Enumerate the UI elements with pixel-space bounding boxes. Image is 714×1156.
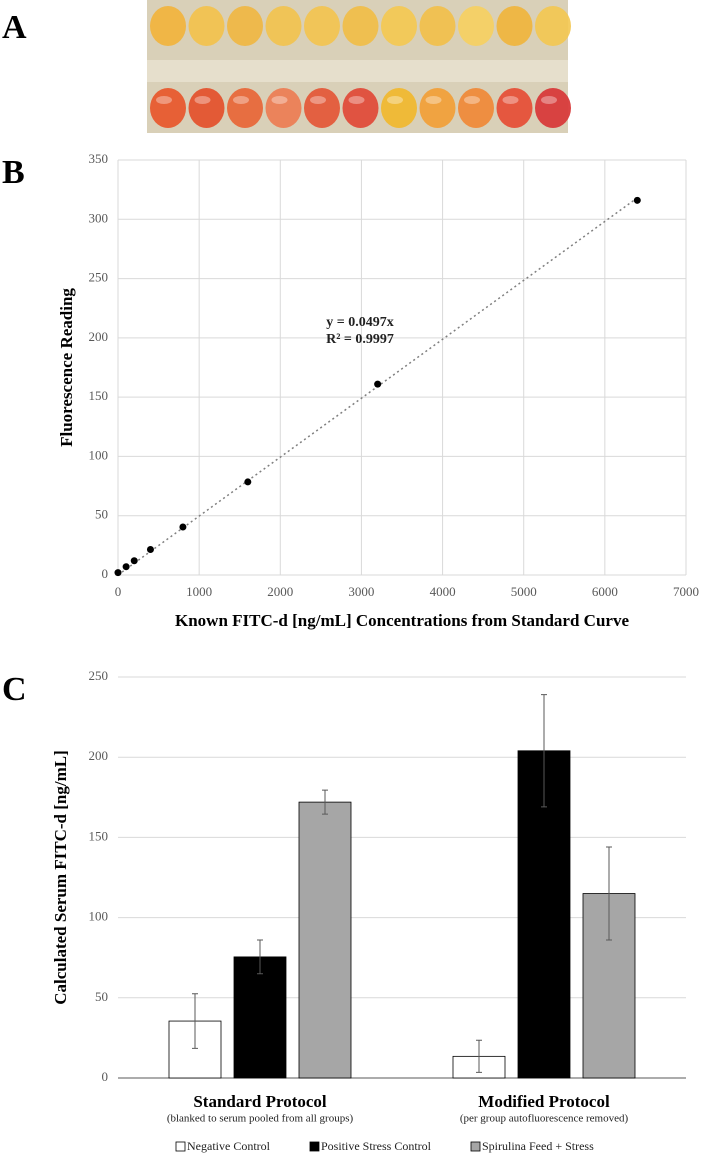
legend-label: Spirulina Feed + Stress bbox=[482, 1139, 594, 1153]
tube-bottom bbox=[227, 88, 263, 128]
point bbox=[130, 557, 138, 565]
y-tick-label: 50 bbox=[95, 989, 108, 1004]
point bbox=[179, 523, 187, 531]
tray-ridge bbox=[147, 60, 568, 82]
tube-bottom bbox=[304, 88, 340, 128]
y-tick-label: 100 bbox=[89, 447, 109, 462]
tube-glint bbox=[194, 96, 211, 104]
photo bbox=[147, 0, 571, 133]
error-bar bbox=[476, 1039, 482, 1073]
point bbox=[633, 196, 641, 204]
tube-glint bbox=[310, 96, 326, 104]
x-tick-label: 3000 bbox=[348, 584, 374, 599]
y-tick-label: 150 bbox=[89, 828, 109, 843]
tube-glint bbox=[348, 96, 365, 104]
y-tick-label: 350 bbox=[89, 151, 109, 166]
tube-bottom bbox=[265, 88, 302, 128]
y-tick-label: 100 bbox=[89, 909, 109, 924]
category-note: (per group autofluorescence removed) bbox=[460, 1113, 629, 1125]
bar bbox=[233, 956, 287, 1079]
tube-bottom bbox=[188, 88, 225, 128]
y-tick-label: 0 bbox=[102, 1069, 109, 1084]
y-tick-label: 300 bbox=[89, 210, 109, 225]
point bbox=[122, 563, 130, 571]
y-axis-label: Fluorescence Reading bbox=[57, 288, 76, 447]
y-tick-label: 50 bbox=[95, 507, 108, 522]
x-tick-label: 7000 bbox=[673, 584, 699, 599]
error-bar bbox=[322, 789, 328, 815]
point bbox=[374, 380, 382, 388]
x-tick-label: 5000 bbox=[511, 584, 537, 599]
legend-swatch bbox=[175, 1141, 186, 1152]
category-label: Modified Protocol bbox=[478, 1092, 610, 1111]
y-tick-label: 250 bbox=[89, 270, 109, 285]
x-tick-label: 2000 bbox=[267, 584, 293, 599]
tube-glint bbox=[425, 96, 442, 104]
panel-label: C bbox=[2, 671, 27, 708]
panel-label: B bbox=[2, 154, 25, 191]
tube-bottom bbox=[150, 88, 186, 128]
tube-glint bbox=[502, 96, 519, 104]
y-tick-label: 150 bbox=[89, 388, 109, 403]
tube-glint bbox=[464, 96, 480, 104]
tube-bottom bbox=[381, 88, 417, 128]
tube-bottom bbox=[342, 88, 379, 128]
legend-label: Positive Stress Control bbox=[321, 1139, 432, 1153]
panel-label: A bbox=[2, 9, 27, 46]
tube-glint bbox=[271, 96, 288, 104]
error-bar bbox=[257, 939, 263, 975]
category-note: (blanked to serum pooled from all groups… bbox=[167, 1113, 354, 1125]
error-bar bbox=[192, 993, 198, 1049]
point bbox=[244, 478, 252, 486]
tube-top bbox=[188, 6, 225, 46]
point bbox=[146, 546, 154, 554]
tube-glint bbox=[541, 96, 557, 104]
tube-top bbox=[150, 6, 186, 46]
tube-top bbox=[419, 6, 456, 46]
tube-top bbox=[381, 6, 417, 46]
y-tick-label: 200 bbox=[89, 329, 109, 344]
bar bbox=[298, 801, 352, 1079]
x-tick-label: 0 bbox=[115, 584, 122, 599]
tube-top bbox=[265, 6, 302, 46]
tube-glint bbox=[387, 96, 403, 104]
y-axis-label: Calculated Serum FITC-d [ng/mL] bbox=[51, 750, 70, 1005]
x-tick-label: 4000 bbox=[430, 584, 456, 599]
legend-swatch bbox=[470, 1141, 481, 1152]
tube-bottom bbox=[458, 88, 494, 128]
tube-glint bbox=[156, 96, 172, 104]
tube-top bbox=[342, 6, 379, 46]
legend-label: Negative Control bbox=[187, 1139, 271, 1153]
point bbox=[114, 569, 122, 577]
x-axis-label: Known FITC-d [ng/mL] Concentrations from… bbox=[175, 611, 629, 630]
x-tick-label: 6000 bbox=[592, 584, 618, 599]
tube-bottom bbox=[496, 88, 533, 128]
tube-bottom bbox=[535, 88, 571, 128]
tubes bbox=[150, 6, 571, 128]
y-tick-label: 250 bbox=[89, 668, 109, 683]
error-bar bbox=[541, 694, 547, 808]
tube-top bbox=[496, 6, 533, 46]
legend-swatch bbox=[309, 1141, 320, 1152]
tube-top bbox=[458, 6, 494, 46]
y-tick-label: 0 bbox=[102, 566, 109, 581]
trendline-r-squared: R² = 0.9997 bbox=[326, 332, 394, 347]
tube-top bbox=[535, 6, 571, 46]
x-tick-label: 1000 bbox=[186, 584, 212, 599]
tube-top bbox=[304, 6, 340, 46]
error-bar bbox=[606, 846, 612, 941]
tube-top bbox=[227, 6, 263, 46]
category-label: Standard Protocol bbox=[193, 1092, 327, 1111]
tube-bottom bbox=[419, 88, 456, 128]
y-tick-label: 200 bbox=[89, 748, 109, 763]
trendline-equation: y = 0.0497x bbox=[326, 315, 393, 330]
tube-glint bbox=[233, 96, 249, 104]
